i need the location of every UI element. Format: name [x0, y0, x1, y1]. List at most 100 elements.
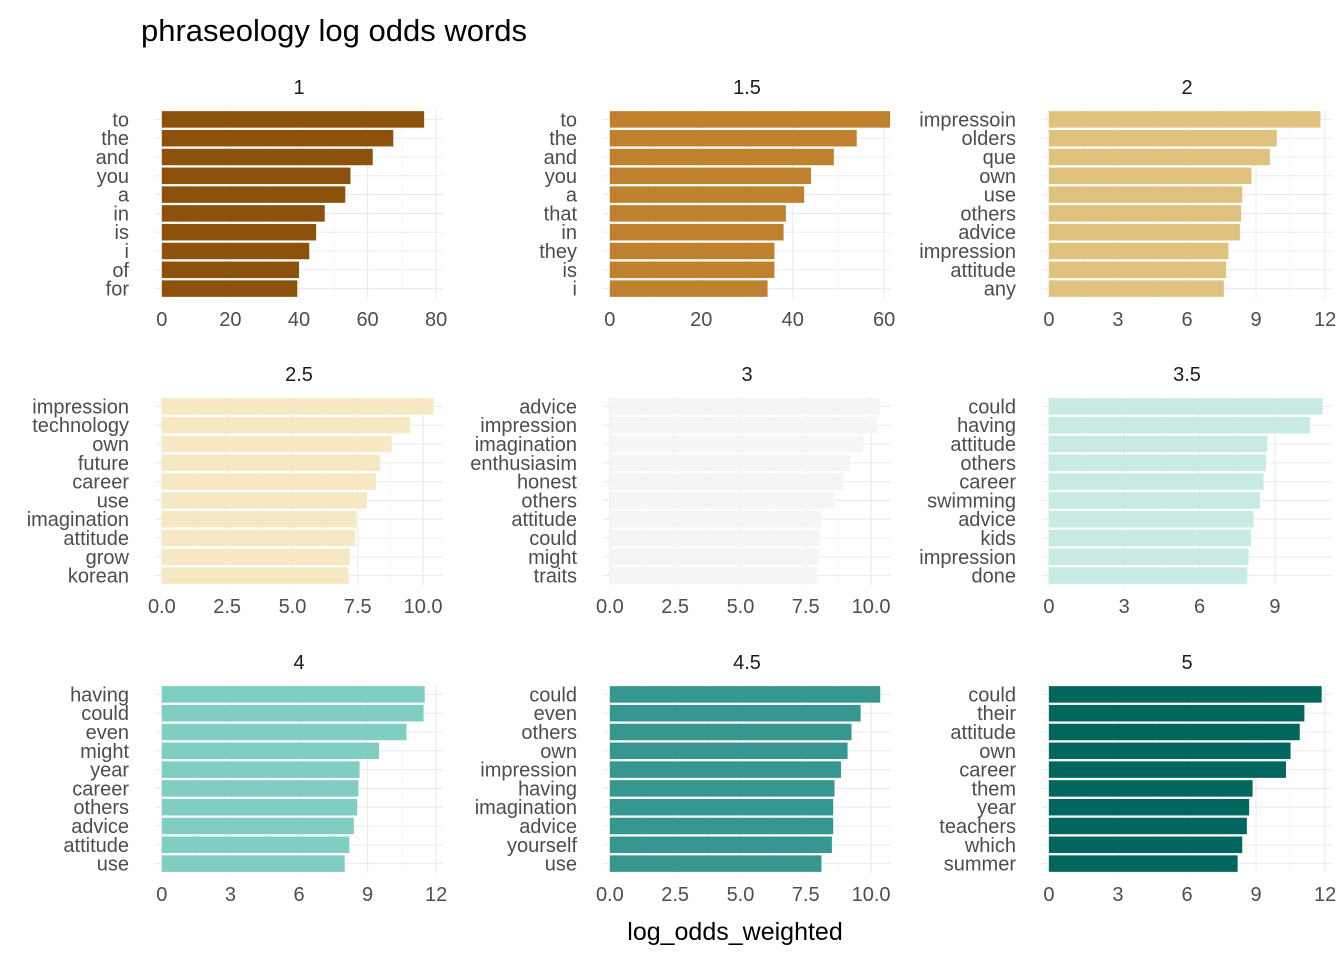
x-tick-label: 10.0 [852, 884, 891, 906]
y-category-label: to [560, 109, 577, 131]
bar-you [609, 167, 811, 185]
y-category-label: could [968, 396, 1016, 418]
bar-others [609, 492, 835, 509]
y-category-label: others [960, 453, 1016, 475]
x-tick-label: 20 [219, 309, 241, 331]
bar-others [1048, 205, 1242, 222]
bar-could [609, 529, 821, 547]
y-category-label: their [977, 703, 1016, 725]
bar-is [161, 223, 317, 241]
bar-for [161, 280, 298, 297]
chart-title: phraseology log odds words [141, 13, 527, 48]
bar-any [1048, 280, 1224, 297]
bar-which [1048, 836, 1243, 854]
bar-having [161, 686, 425, 703]
bar-impression [1048, 242, 1229, 260]
x-tick-label: 10.0 [404, 596, 443, 618]
y-category-label: yourself [507, 835, 577, 857]
y-category-label: use [545, 854, 577, 876]
x-tick-label: 9 [362, 884, 373, 906]
y-category-label: having [70, 684, 129, 706]
y-category-label: you [545, 166, 577, 188]
x-tick-label: 0 [1043, 596, 1054, 618]
bar-could [161, 704, 424, 722]
x-tick-label: 7.5 [344, 596, 372, 618]
bar-own [1048, 167, 1252, 185]
x-tick-label: 10.0 [852, 596, 891, 618]
bar-of [161, 261, 299, 279]
y-category-label: future [78, 453, 129, 475]
bar-is [609, 261, 775, 279]
y-category-label: a [118, 185, 130, 207]
bar-in [609, 223, 784, 241]
y-category-label: year [977, 797, 1016, 819]
bar-future [161, 454, 380, 472]
x-axis-label: log_odds_weighted [627, 918, 842, 946]
bar-yourself [609, 836, 832, 854]
bar-advice [609, 398, 881, 415]
y-category-label: having [957, 415, 1016, 437]
x-tick-label: 5.0 [279, 596, 307, 618]
x-tick-label: 3 [1112, 309, 1123, 331]
bar-summer [1048, 855, 1238, 872]
y-category-label: advice [958, 222, 1016, 244]
facet-panel-4.5: 4.5 0.0 2.5 5.0 7.5 10.0 couldevenothersownimp… [475, 652, 891, 906]
y-category-label: might [528, 547, 577, 569]
bar-grow [161, 548, 350, 566]
bar-traits [609, 567, 818, 584]
y-category-label: might [80, 741, 129, 763]
x-tick-label: 0 [156, 309, 167, 331]
y-category-label: use [984, 185, 1016, 207]
y-category-label: which [964, 835, 1016, 857]
x-tick-label: 6 [1181, 309, 1192, 331]
x-tick-label: 12 [425, 884, 447, 906]
y-category-label: impression [919, 241, 1016, 263]
x-tick-label: 2.5 [213, 596, 241, 618]
y-category-label: grow [86, 547, 130, 569]
bar-own [161, 435, 392, 453]
y-category-label: i [125, 241, 129, 263]
y-category-label: and [544, 147, 577, 169]
y-category-label: impression [32, 396, 129, 418]
facet-strip-label: 3 [741, 364, 752, 386]
bar-in [161, 205, 325, 222]
y-category-label: attitude [950, 434, 1016, 456]
bar-use [1048, 186, 1243, 203]
bar-year [1048, 798, 1250, 816]
x-tick-label: 9 [1250, 884, 1261, 906]
y-category-label: i [573, 279, 577, 301]
y-category-label: and [96, 147, 129, 169]
bar-impression [1048, 548, 1249, 566]
bar-attitude [1048, 435, 1268, 453]
y-category-label: impression [480, 415, 577, 437]
bar-career [1048, 473, 1264, 490]
y-category-label: swimming [927, 490, 1016, 512]
x-tick-label: 0 [1043, 884, 1054, 906]
bar-attitude [161, 836, 350, 854]
bar-and [161, 148, 373, 166]
y-category-label: a [566, 185, 578, 207]
y-category-label: even [86, 722, 129, 744]
bar-i [609, 280, 768, 297]
x-tick-label: 12 [1314, 884, 1336, 906]
x-tick-label: 0 [604, 309, 615, 331]
bar-swimming [1048, 492, 1260, 509]
y-category-label: even [534, 703, 577, 725]
y-category-label: advice [71, 816, 129, 838]
bar-others [609, 723, 852, 741]
bar-attitude [161, 529, 356, 547]
y-category-label: attitude [63, 528, 129, 550]
bar-done [1048, 567, 1248, 584]
y-category-label: enthusiasim [470, 453, 577, 475]
x-tick-label: 3 [225, 884, 236, 906]
bar-kids [1048, 529, 1252, 547]
y-category-label: them [972, 778, 1016, 800]
bar-others [161, 798, 358, 816]
y-category-label: year [90, 760, 129, 782]
y-category-label: imagination [475, 434, 577, 456]
y-category-label: use [97, 854, 129, 876]
bar-they [609, 242, 775, 260]
bar-might [609, 548, 819, 566]
bar-impressoin [1048, 111, 1321, 128]
x-tick-label: 40 [288, 309, 310, 331]
